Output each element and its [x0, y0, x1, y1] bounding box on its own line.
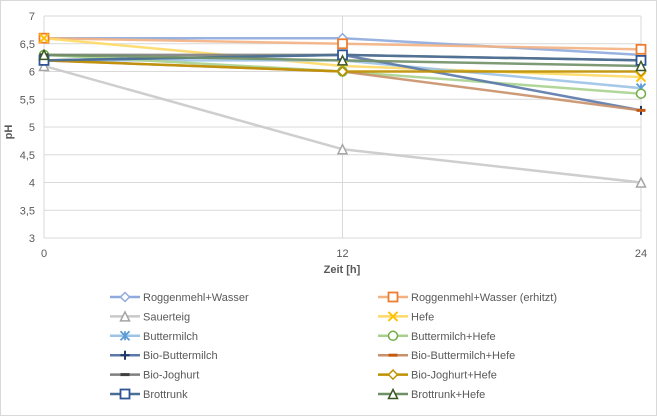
legend-marker: [387, 369, 399, 381]
data-point: [636, 108, 646, 112]
legend-marker: [387, 387, 399, 400]
y-tick-label: 5,5: [20, 94, 35, 106]
legend-label: Buttermilch+Hefe: [411, 331, 496, 343]
data-point: [337, 38, 348, 50]
x-tick-labels: 0 12 24: [41, 248, 647, 260]
data-point: [336, 65, 349, 78]
legend-item: Hefe: [378, 311, 434, 323]
legend-label: Brottrunk+Hefe: [411, 389, 485, 401]
x-tick-label: 12: [336, 248, 348, 260]
legend-marker: [387, 291, 399, 303]
legend-label: Sauerteig: [143, 311, 190, 323]
y-tick-label: 6: [29, 67, 35, 79]
data-point: [635, 88, 647, 99]
y-tick-label: 3: [29, 233, 35, 245]
legend-item: Bio-Joghurt+Hefe: [378, 369, 497, 382]
legend-label: Bio-Joghurt+Hefe: [411, 370, 497, 382]
legend-label: Hefe: [411, 311, 434, 323]
legend-label: Bio-Buttermilch: [143, 350, 218, 362]
legend-item: Buttermilch: [110, 330, 198, 343]
legend-marker: [387, 311, 399, 322]
y-tick-label: 3,5: [20, 205, 35, 217]
legend-label: Roggenmehl+Wasser (erhitzt): [411, 292, 557, 304]
legend-marker: [119, 388, 131, 400]
legend-item: Bio-Joghurt: [110, 370, 199, 382]
legend-marker: [388, 353, 398, 357]
legend-item: Sauerteig: [110, 310, 190, 323]
legend: Roggenmehl+Wasser Roggenmehl+Wasser (erhi…: [110, 291, 557, 401]
legend-label: Brottrunk: [143, 389, 188, 401]
data-point: [635, 59, 647, 72]
data-point: [38, 48, 50, 61]
legend-marker: [120, 350, 130, 360]
data-point: [38, 32, 50, 44]
legend-item: Bio-Buttermilch+Hefe: [378, 350, 515, 362]
x-axis-label: Zeit [h]: [324, 264, 361, 276]
data-point: [336, 143, 349, 155]
x-tick-label: 0: [41, 248, 47, 260]
legend-label: Bio-Joghurt: [143, 370, 199, 382]
legend-item: Roggenmehl+Wasser (erhitzt): [378, 291, 557, 304]
legend-label: Roggenmehl+Wasser: [143, 292, 249, 304]
y-tick-labels: 3 3,5 4 4,5 5 5,5 6 6,5 7: [20, 11, 35, 245]
y-tick-label: 7: [29, 11, 35, 23]
legend-item: Buttermilch+Hefe: [378, 330, 496, 343]
series-markers: [38, 32, 647, 188]
legend-item: Brottrunk: [110, 388, 188, 401]
y-tick-label: 6,5: [20, 39, 35, 51]
legend-item: Bio-Buttermilch: [110, 350, 218, 362]
data-point: [635, 176, 647, 188]
legend-label: Buttermilch: [143, 331, 198, 343]
y-axis-label: pH: [3, 125, 15, 140]
x-tick-label: 24: [635, 248, 647, 260]
legend-marker: [387, 330, 399, 342]
y-tick-label: 5: [29, 122, 35, 134]
data-point: [635, 43, 647, 55]
legend-marker: [120, 373, 130, 377]
y-tick-label: 4: [29, 178, 35, 190]
legend-marker: [119, 330, 131, 341]
legend-marker: [119, 310, 131, 322]
legend-label: Bio-Buttermilch+Hefe: [411, 350, 515, 362]
legend-item: Brottrunk+Hefe: [378, 387, 485, 401]
data-point: [336, 54, 349, 66]
legend-marker: [119, 291, 131, 303]
legend-item: Roggenmehl+Wasser: [110, 291, 249, 304]
y-tick-label: 4,5: [20, 150, 35, 162]
